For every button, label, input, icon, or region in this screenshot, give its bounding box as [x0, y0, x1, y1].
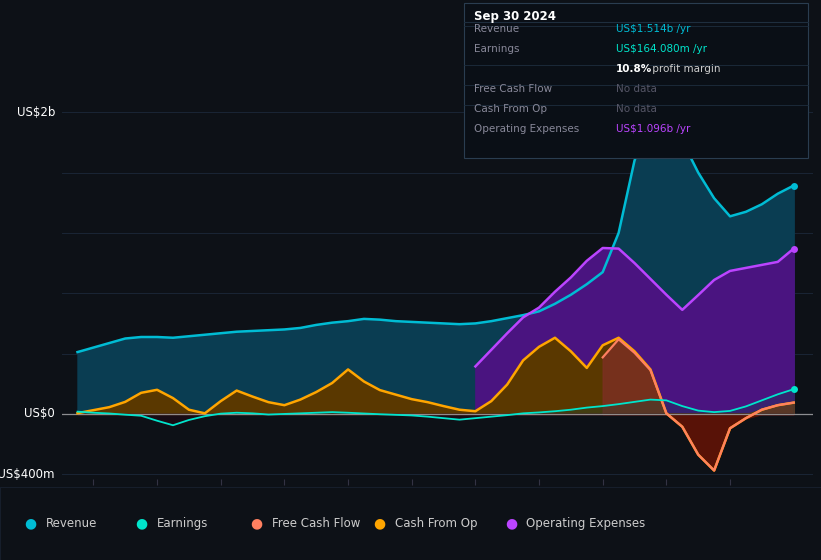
- Text: Sep 30 2024: Sep 30 2024: [474, 10, 556, 22]
- Text: Cash From Op: Cash From Op: [395, 517, 477, 530]
- Text: profit margin: profit margin: [649, 64, 720, 74]
- Text: ●: ●: [25, 516, 37, 531]
- Text: ●: ●: [250, 516, 263, 531]
- Text: No data: No data: [616, 84, 657, 94]
- Text: 10.8%: 10.8%: [616, 64, 652, 74]
- Text: US$1.096b /yr: US$1.096b /yr: [616, 124, 690, 133]
- Text: Free Cash Flow: Free Cash Flow: [474, 84, 552, 94]
- Text: US$2b: US$2b: [16, 106, 55, 119]
- Text: Revenue: Revenue: [46, 517, 98, 530]
- Text: Earnings: Earnings: [157, 517, 209, 530]
- Text: ●: ●: [505, 516, 517, 531]
- Text: US$1.514b /yr: US$1.514b /yr: [616, 24, 690, 34]
- Text: Cash From Op: Cash From Op: [474, 104, 547, 114]
- Text: Free Cash Flow: Free Cash Flow: [272, 517, 360, 530]
- Text: ●: ●: [374, 516, 386, 531]
- Text: Operating Expenses: Operating Expenses: [474, 124, 579, 133]
- Text: ●: ●: [135, 516, 148, 531]
- Text: -US$400m: -US$400m: [0, 468, 55, 481]
- Text: Revenue: Revenue: [474, 24, 519, 34]
- Text: Operating Expenses: Operating Expenses: [526, 517, 645, 530]
- Text: US$0: US$0: [25, 408, 55, 421]
- Text: Earnings: Earnings: [474, 44, 519, 54]
- Text: US$164.080m /yr: US$164.080m /yr: [616, 44, 707, 54]
- Text: No data: No data: [616, 104, 657, 114]
